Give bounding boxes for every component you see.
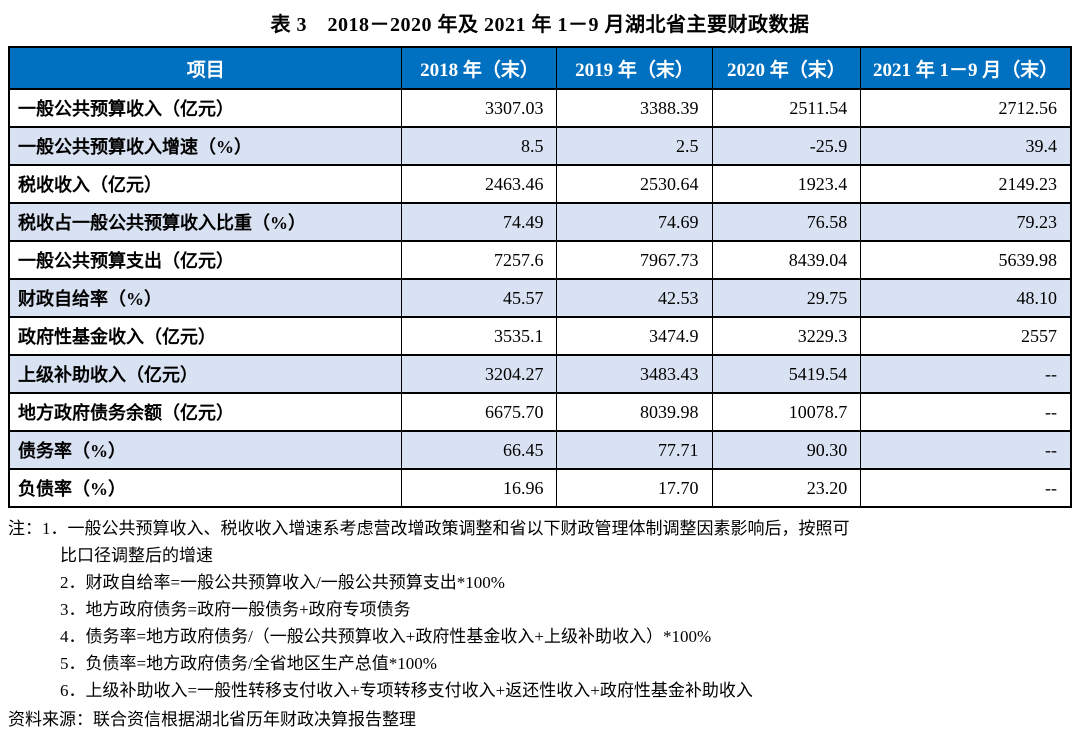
cell-value: 74.49 bbox=[401, 202, 558, 242]
cell-value: 7967.73 bbox=[556, 240, 713, 280]
cell-value: 2511.54 bbox=[711, 88, 862, 128]
note-line-2: 2．财政自给率=一般公共预算收入/一般公共预算支出*100% bbox=[60, 573, 505, 592]
cell-value: 3535.1 bbox=[401, 316, 558, 356]
cell-value: 3204.27 bbox=[401, 354, 558, 394]
row-label: 政府性基金收入（亿元） bbox=[8, 316, 403, 356]
cell-value: 3307.03 bbox=[401, 88, 558, 128]
note-line-4: 4．债务率=地方政府债务/（一般公共预算收入+政府性基金收入+上级补助收入）*1… bbox=[60, 627, 712, 646]
cell-value: 2557 bbox=[860, 316, 1072, 356]
cell-value: 3229.3 bbox=[711, 316, 862, 356]
table-row: 地方政府债务余额（亿元） 6675.70 8039.98 10078.7 -- bbox=[8, 392, 1072, 432]
notes-section: 注：1．一般公共预算收入、税收收入增速系考虑营改增政策调整和省以下财政管理体制调… bbox=[8, 515, 1072, 733]
cell-value: 48.10 bbox=[860, 278, 1072, 318]
header-row: 项目 2018 年（末） 2019 年（末） 2020 年（末） 2021 年 … bbox=[8, 46, 1072, 90]
row-label: 一般公共预算收入增速（%） bbox=[8, 126, 403, 166]
cell-value: 6675.70 bbox=[401, 392, 558, 432]
cell-value: -- bbox=[860, 354, 1072, 394]
cell-value: 79.23 bbox=[860, 202, 1072, 242]
table-row: 一般公共预算收入（亿元） 3307.03 3388.39 2511.54 271… bbox=[8, 88, 1072, 128]
cell-value: 8439.04 bbox=[711, 240, 862, 280]
cell-value: 3388.39 bbox=[556, 88, 713, 128]
row-label: 财政自给率（%） bbox=[8, 278, 403, 318]
cell-value: 10078.7 bbox=[711, 392, 862, 432]
header-item-col: 项目 bbox=[8, 46, 403, 90]
header-2020-col: 2020 年（末） bbox=[711, 46, 862, 90]
cell-value: 2463.46 bbox=[401, 164, 558, 204]
table-row: 上级补助收入（亿元） 3204.27 3483.43 5419.54 -- bbox=[8, 354, 1072, 394]
cell-value: 29.75 bbox=[711, 278, 862, 318]
cell-value: 45.57 bbox=[401, 278, 558, 318]
cell-value: 5639.98 bbox=[860, 240, 1072, 280]
cell-value: 16.96 bbox=[401, 468, 558, 508]
cell-value: 66.45 bbox=[401, 430, 558, 470]
table-row: 税收占一般公共预算收入比重（%） 74.49 74.69 76.58 79.23 bbox=[8, 202, 1072, 242]
cell-value: 2530.64 bbox=[556, 164, 713, 204]
note-line-5: 5．负债率=地方政府债务/全省地区生产总值*100% bbox=[60, 654, 437, 673]
note-line-1: 注：1．一般公共预算收入、税收收入增速系考虑营改增政策调整和省以下财政管理体制调… bbox=[8, 519, 850, 538]
cell-value: 3483.43 bbox=[556, 354, 713, 394]
table-row: 政府性基金收入（亿元） 3535.1 3474.9 3229.3 2557 bbox=[8, 316, 1072, 356]
row-label: 税收收入（亿元） bbox=[8, 164, 403, 204]
cell-value: 39.4 bbox=[860, 126, 1072, 166]
table-row: 财政自给率（%） 45.57 42.53 29.75 48.10 bbox=[8, 278, 1072, 318]
table-row: 税收收入（亿元） 2463.46 2530.64 1923.4 2149.23 bbox=[8, 164, 1072, 204]
table-row: 债务率（%） 66.45 77.71 90.30 -- bbox=[8, 430, 1072, 470]
cell-value: 5419.54 bbox=[711, 354, 862, 394]
row-label: 地方政府债务余额（亿元） bbox=[8, 392, 403, 432]
cell-value: 7257.6 bbox=[401, 240, 558, 280]
table-row: 一般公共预算收入增速（%） 8.5 2.5 -25.9 39.4 bbox=[8, 126, 1072, 166]
cell-value: 74.69 bbox=[556, 202, 713, 242]
row-label: 一般公共预算支出（亿元） bbox=[8, 240, 403, 280]
source-line: 资料来源：联合资信根据湖北省历年财政决算报告整理 bbox=[8, 710, 416, 729]
row-label: 债务率（%） bbox=[8, 430, 403, 470]
table-title: 表 3 2018－2020 年及 2021 年 1－9 月湖北省主要财政数据 bbox=[270, 14, 810, 36]
row-label: 上级补助收入（亿元） bbox=[8, 354, 403, 394]
cell-value: 2.5 bbox=[556, 126, 713, 166]
cell-value: -- bbox=[860, 392, 1072, 432]
cell-value: 90.30 bbox=[711, 430, 862, 470]
row-label: 税收占一般公共预算收入比重（%） bbox=[8, 202, 403, 242]
cell-value: -- bbox=[860, 430, 1072, 470]
header-2019-col: 2019 年（末） bbox=[556, 46, 713, 90]
cell-value: 17.70 bbox=[556, 468, 713, 508]
cell-value: 2149.23 bbox=[860, 164, 1072, 204]
cell-value: 23.20 bbox=[711, 468, 862, 508]
fiscal-data-table: 项目 2018 年（末） 2019 年（末） 2020 年（末） 2021 年 … bbox=[8, 46, 1072, 508]
cell-value: 2712.56 bbox=[860, 88, 1072, 128]
row-label: 一般公共预算收入（亿元） bbox=[8, 88, 403, 128]
cell-value: 3474.9 bbox=[556, 316, 713, 356]
cell-value: 42.53 bbox=[556, 278, 713, 318]
cell-value: 76.58 bbox=[711, 202, 862, 242]
cell-value: 8.5 bbox=[401, 126, 558, 166]
note-line-1-wrap: 比口径调整后的增速 bbox=[60, 546, 213, 565]
table-row: 负债率（%） 16.96 17.70 23.20 -- bbox=[8, 468, 1072, 508]
note-line-6: 6．上级补助收入=一般性转移支付收入+专项转移支付收入+返还性收入+政府性基金补… bbox=[60, 681, 753, 700]
cell-value: 1923.4 bbox=[711, 164, 862, 204]
header-2018-col: 2018 年（末） bbox=[401, 46, 558, 90]
row-label: 负债率（%） bbox=[8, 468, 403, 508]
header-2021-col: 2021 年 1－9 月（末） bbox=[860, 46, 1072, 90]
cell-value: 77.71 bbox=[556, 430, 713, 470]
note-line-3: 3．地方政府债务=政府一般债务+政府专项债务 bbox=[60, 600, 411, 619]
cell-value: -25.9 bbox=[711, 126, 862, 166]
cell-value: 8039.98 bbox=[556, 392, 713, 432]
table-row: 一般公共预算支出（亿元） 7257.6 7967.73 8439.04 5639… bbox=[8, 240, 1072, 280]
cell-value: -- bbox=[860, 468, 1072, 508]
